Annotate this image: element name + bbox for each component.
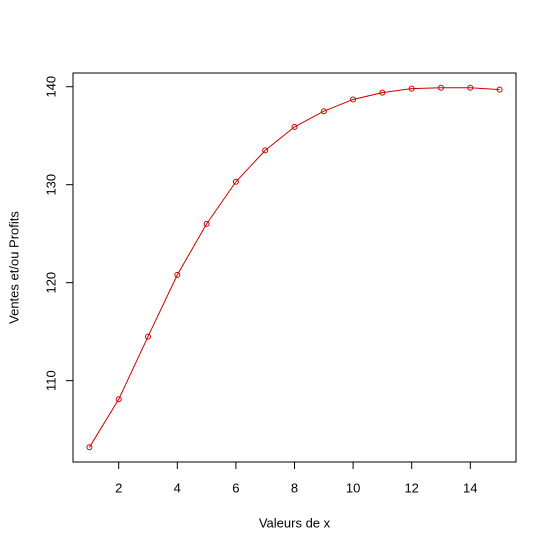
x-tick-label: 10	[346, 480, 360, 495]
x-tick-label: 4	[174, 480, 181, 495]
y-tick-label: 130	[43, 174, 58, 196]
x-tick-label: 2	[115, 480, 122, 495]
point	[262, 147, 269, 154]
y-tick-label: 120	[43, 272, 58, 294]
y-tick-label: 110	[43, 370, 58, 391]
x-tick-label: 12	[404, 480, 418, 495]
x-axis-label: Valeurs de x	[259, 515, 331, 530]
plot-box	[72, 72, 517, 463]
point	[86, 444, 93, 451]
point	[174, 271, 181, 278]
point	[115, 396, 122, 403]
point	[437, 84, 444, 91]
point	[379, 89, 386, 96]
point	[467, 84, 474, 91]
point	[350, 96, 357, 103]
point	[408, 85, 415, 92]
point	[496, 86, 503, 93]
point	[145, 333, 152, 340]
point	[291, 123, 298, 130]
y-tick-label: 140	[43, 76, 58, 98]
point	[232, 178, 239, 185]
series-line	[88, 87, 500, 448]
x-tick-label: 6	[232, 480, 239, 495]
point	[203, 220, 210, 227]
point	[320, 108, 327, 115]
y-axis-label: Ventes et/ou Profits	[6, 211, 21, 324]
x-tick-label: 8	[291, 480, 298, 495]
x-tick-label: 14	[463, 480, 477, 495]
